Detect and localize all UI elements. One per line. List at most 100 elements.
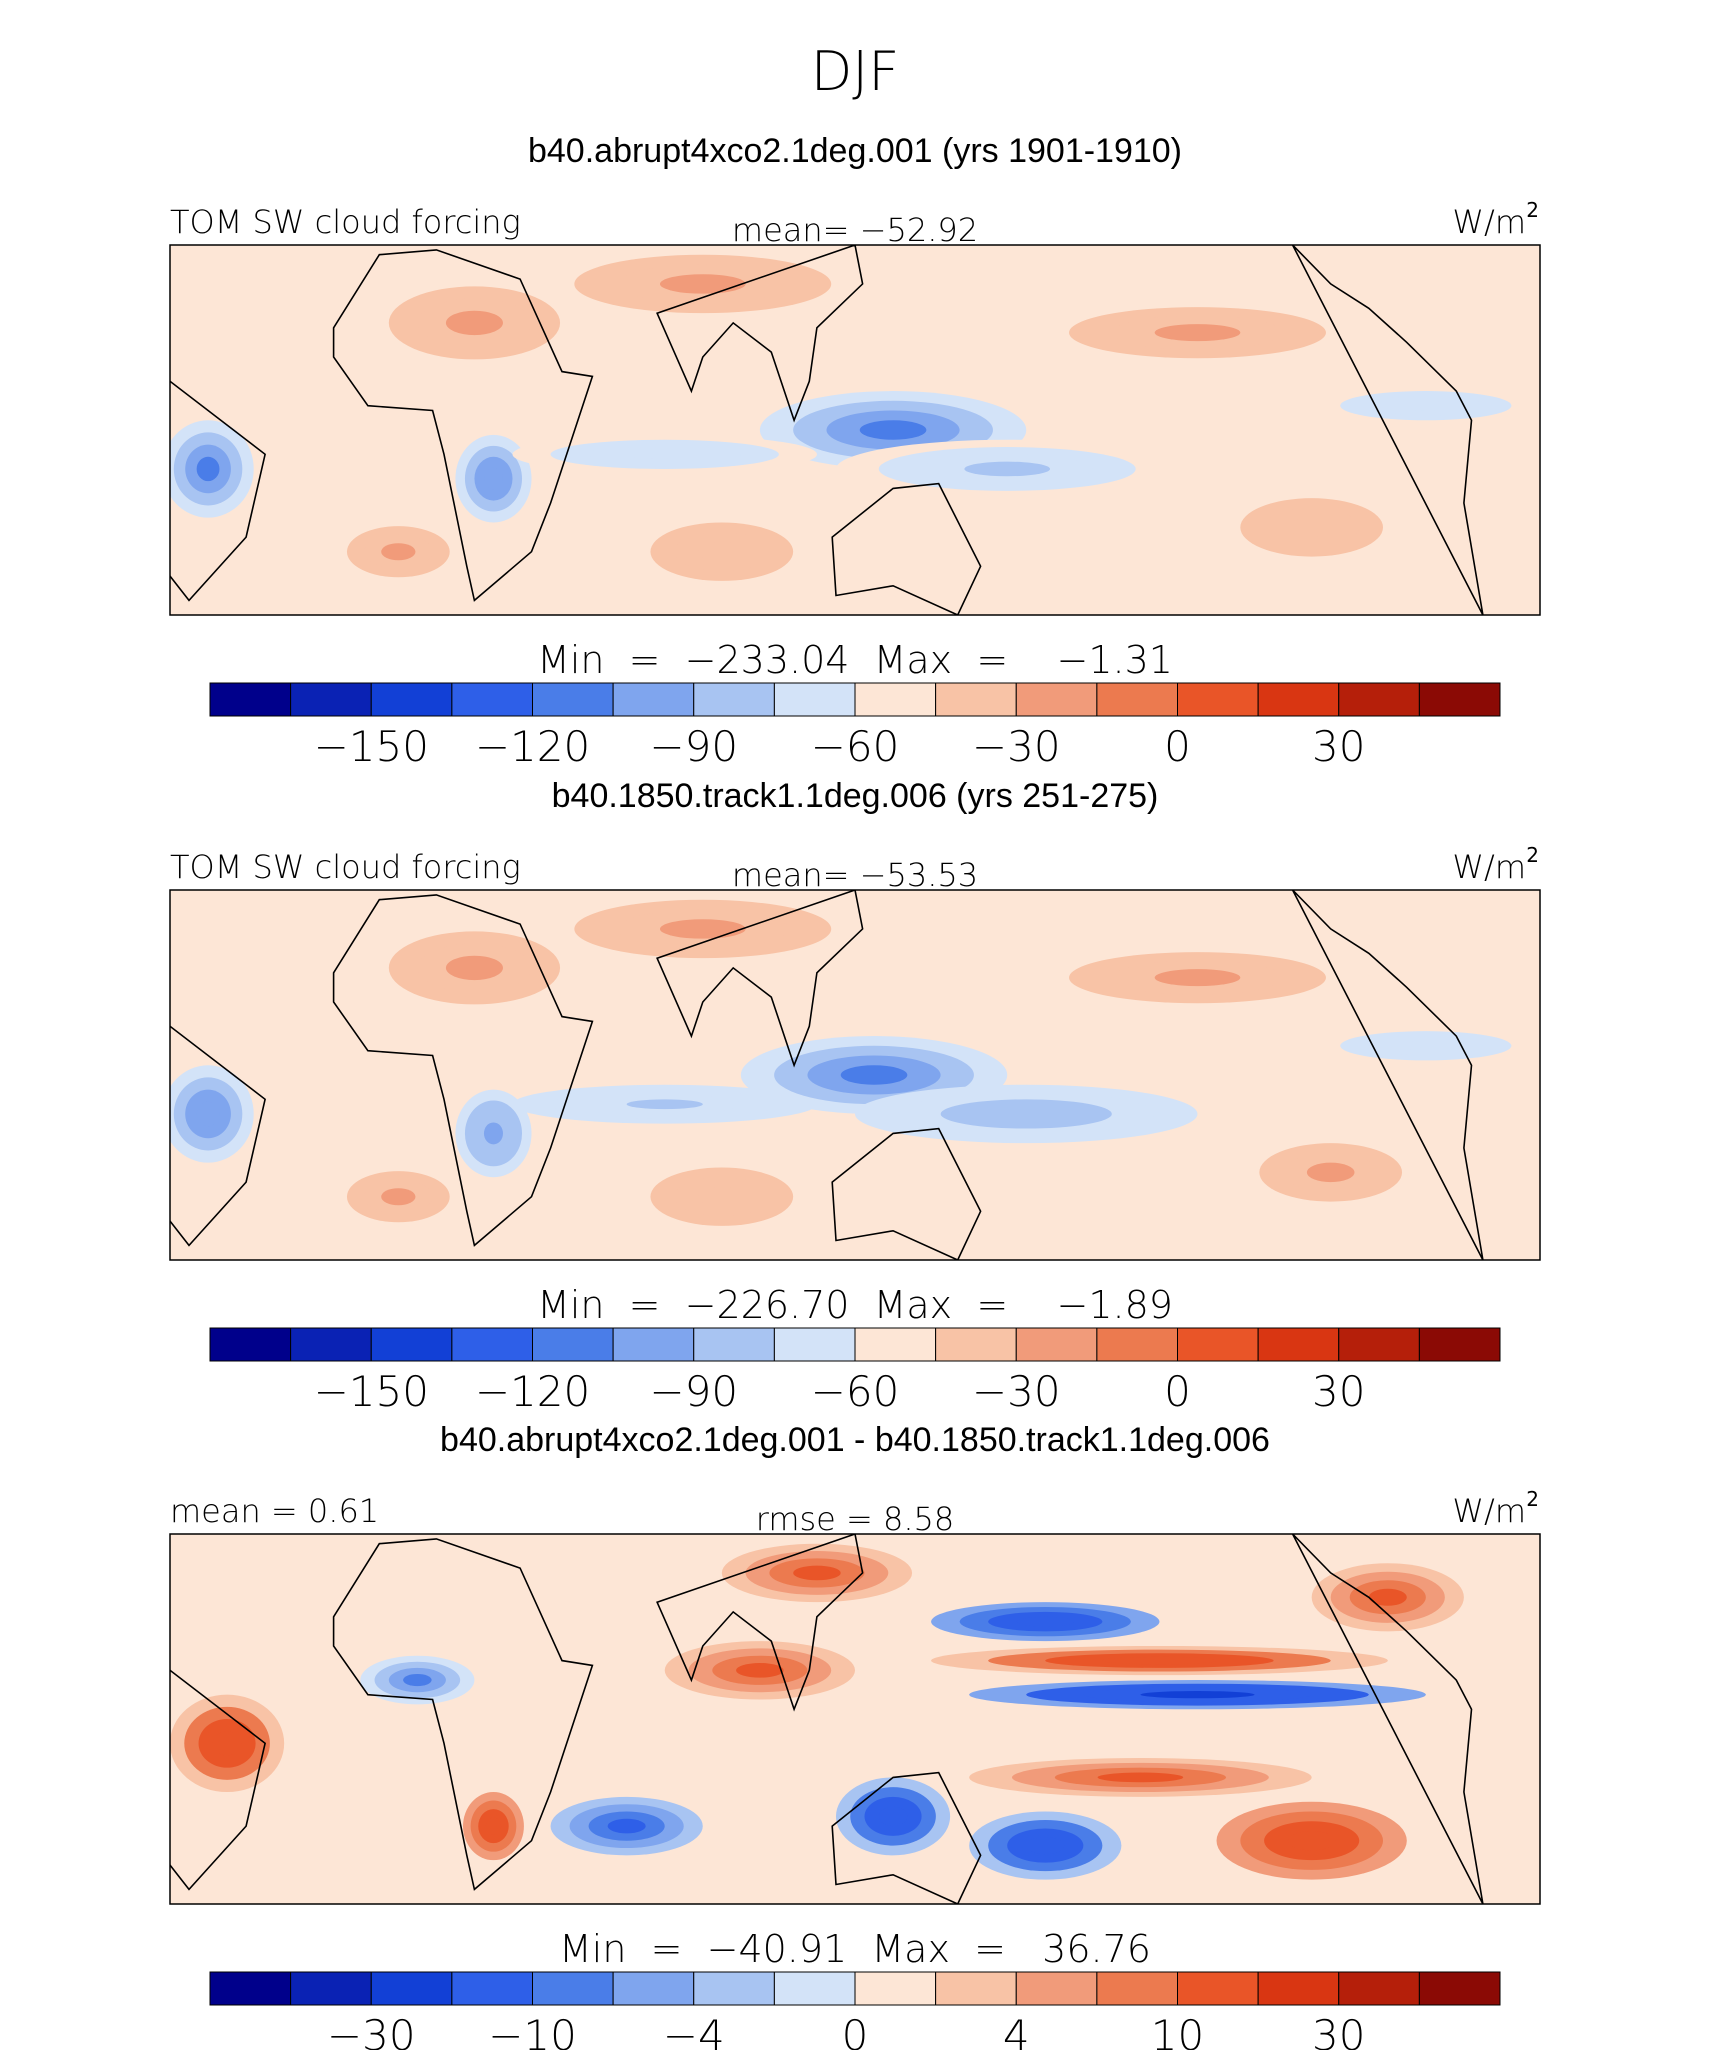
coastline (1291, 1534, 1484, 1904)
center-label: mean= −52.92 (732, 211, 978, 249)
map-frame (169, 1533, 1541, 1905)
colorbar-segment (451, 1327, 533, 1362)
field-feature (1287, 1830, 1336, 1851)
map-field (170, 1534, 1540, 1904)
map-frame (169, 244, 1541, 616)
colorbar-tick-label: −90 (649, 1367, 738, 1416)
field-feature (196, 456, 220, 482)
coastline (1291, 890, 1484, 1260)
colorbar-tick-label: 30 (1312, 1367, 1365, 1416)
field-feature (736, 1663, 784, 1678)
colorbar-segment (693, 1327, 775, 1362)
units-exponent: 2 (1526, 1487, 1539, 1511)
field-feature (626, 449, 703, 460)
colorbar-segment (935, 1327, 1017, 1362)
units-exponent: 2 (1526, 843, 1539, 867)
colorbar-tick-label: 4 (1003, 2011, 1030, 2050)
coastline (332, 249, 594, 602)
colorbar-segment (1257, 682, 1340, 717)
stats-line: Min = −226.70 Max = −1.89 (537, 1283, 1173, 1327)
colorbar-segment (1177, 682, 1259, 717)
colorbar-segment (854, 1327, 937, 1362)
colorbar-tick-label: −30 (972, 1367, 1061, 1416)
coastline (1291, 245, 1484, 615)
panel-3: b40.abrupt4xco2.1deg.001 - b40.1850.trac… (169, 1421, 1541, 2050)
colorbar-segment (209, 682, 292, 717)
colorbar-segment (1096, 682, 1178, 717)
stats-line: Min = −233.04 Max = −1.31 (537, 638, 1173, 682)
colorbar-segment (370, 1971, 453, 2006)
colorbar-segment (773, 1971, 856, 2006)
colorbar-tick-label: −60 (811, 722, 900, 771)
colorbar-tick-label: −150 (314, 1367, 429, 1416)
colorbar-tick-label: −150 (314, 722, 429, 771)
field-feature (403, 1673, 432, 1687)
field-feature (1306, 1162, 1355, 1183)
colorbar-tick-label: −120 (475, 722, 590, 771)
panel-title: b40.abrupt4xco2.1deg.001 (yrs 1901-1910) (528, 132, 1182, 170)
coastline (656, 1534, 864, 1712)
colorbar-segment (773, 1327, 856, 1362)
field-feature (1154, 324, 1241, 342)
colorbar-tick-label: −10 (488, 2011, 577, 2050)
field-feature (983, 1106, 1070, 1122)
coastline (831, 1771, 982, 1904)
left-label: TOM SW cloud forcing (170, 203, 521, 241)
colorbar-segment (1418, 1327, 1501, 1362)
field-feature (485, 1817, 502, 1835)
coastline (170, 1669, 266, 1891)
colorbar-segment (854, 1971, 937, 2006)
field-feature (1140, 1691, 1255, 1699)
colorbar-tick-label: −120 (475, 1367, 590, 1416)
field-feature (840, 1065, 908, 1085)
colorbar-tick-label: 0 (1164, 1367, 1191, 1416)
field-feature (1397, 1040, 1455, 1051)
field-feature (1102, 1656, 1217, 1665)
coastline (332, 894, 594, 1247)
field-feature (196, 1101, 220, 1127)
coastline (656, 890, 864, 1068)
colorbar-segment (1418, 1971, 1501, 2006)
colorbar-segment (532, 1327, 614, 1362)
colorbar-tick-label: 0 (842, 2011, 869, 2050)
colorbar-segment (1096, 1971, 1178, 2006)
field-feature (659, 919, 746, 939)
colorbar-segment (1338, 1327, 1420, 1362)
colorbar-segment (1015, 1327, 1098, 1362)
coastline (831, 1127, 982, 1260)
colorbar-segment (1015, 682, 1098, 717)
panels: b40.abrupt4xco2.1deg.001 (yrs 1901-1910)… (169, 132, 1541, 2050)
units-label: W/m (1452, 848, 1526, 886)
colorbar-segment (854, 682, 937, 717)
colorbar-tick-label: −4 (663, 2011, 725, 2050)
field-feature (483, 1122, 503, 1145)
field-feature (878, 1806, 908, 1827)
colorbar-segment (290, 1327, 372, 1362)
center-label: rmse = 8.58 (756, 1500, 955, 1538)
field-feature (607, 1818, 646, 1834)
field-feature (445, 955, 503, 981)
colorbar-segment (1338, 682, 1420, 717)
colorbar-segment (209, 1327, 292, 1362)
field-feature (1368, 1588, 1407, 1606)
colorbar-segment (290, 682, 372, 717)
map-frame (169, 889, 1541, 1261)
field-feature (445, 310, 503, 336)
colorbar-segment (1257, 1971, 1340, 2006)
field-feature (626, 1099, 703, 1110)
colorbar-segment (773, 682, 856, 717)
colorbar-segment (1338, 1971, 1420, 2006)
field-feature (698, 541, 746, 562)
field-feature (1287, 517, 1336, 538)
colorbar-segment (1177, 1971, 1259, 2006)
field-feature (1097, 1772, 1184, 1783)
colorbar-segment (1177, 1327, 1259, 1362)
field-feature (1154, 969, 1241, 987)
colorbar-segment (532, 1971, 614, 2006)
coastline (831, 482, 982, 615)
colorbar-segment (612, 1971, 695, 2006)
field-feature (212, 1731, 242, 1756)
colorbar-segment (532, 682, 614, 717)
panel-title: b40.1850.track1.1deg.006 (yrs 251-275) (552, 777, 1159, 815)
map-field (170, 890, 1540, 1260)
